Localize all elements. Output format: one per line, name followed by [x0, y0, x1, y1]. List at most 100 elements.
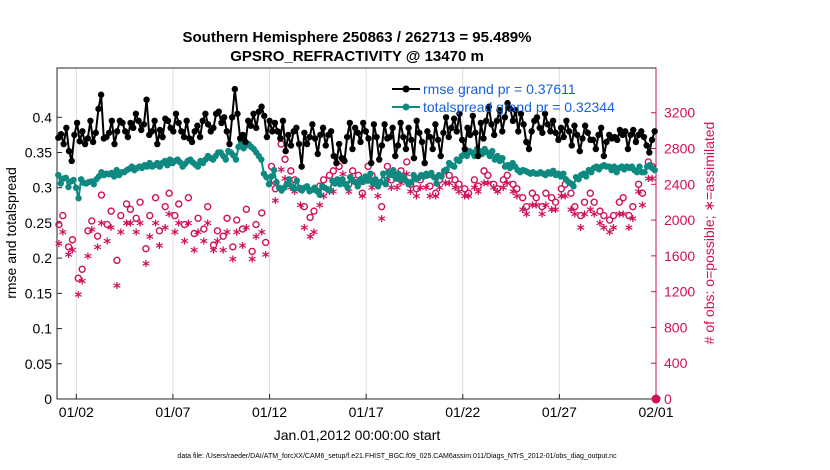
rmse-point: [389, 124, 396, 132]
rmse-point: [589, 136, 597, 144]
obs-assimilated-point: *: [393, 181, 401, 199]
obs-possible-point: [493, 185, 502, 193]
rmse-point: [472, 129, 479, 136]
totalspread-point: [456, 157, 463, 165]
rmse-point: [576, 147, 583, 155]
rmse-point: [255, 108, 263, 115]
obs-possible-point: [190, 229, 198, 238]
rmse-point: [196, 133, 204, 141]
obs-assimilated-point: *: [204, 217, 212, 235]
rmse-point: [76, 138, 83, 145]
rmse-point: [614, 136, 621, 144]
obs-assimilated-series: ****************************************…: [55, 163, 661, 404]
rmse-point: [448, 124, 455, 132]
rmse-point: [73, 119, 81, 127]
totalspread-point: [367, 170, 374, 177]
obs-possible-point: [306, 213, 314, 222]
obs-possible-point: [200, 225, 208, 233]
y2-axis-label: # of obs: o=possible; ∗=assimilated: [701, 122, 717, 345]
rmse-point: [400, 133, 407, 141]
obs-assimilated-point: *: [161, 221, 169, 239]
rmse-point: [571, 122, 578, 129]
rmse-point: [426, 133, 434, 141]
obs-possible-point: [248, 247, 256, 256]
obs-possible-point: [557, 185, 566, 193]
totalspread-point: [499, 154, 506, 162]
rmse-point: [557, 124, 565, 132]
totalspread-point: [62, 174, 70, 182]
obs-possible-point: [261, 238, 270, 247]
rmse-point: [282, 147, 289, 155]
rmse-point: [592, 145, 600, 153]
obs-assimilated-point: *: [571, 208, 579, 226]
rmse-point: [432, 121, 439, 128]
rmse-point: [247, 122, 255, 129]
obs-possible-point: [590, 198, 598, 206]
obs-assimilated-point: *: [310, 226, 318, 244]
rmse-point: [204, 121, 212, 128]
obs-assimilated-point: *: [557, 190, 565, 208]
rmse-point: [226, 140, 233, 148]
rmse-point: [488, 121, 495, 128]
obs-assimilated-point: *: [625, 221, 633, 239]
obs-possible-point: [204, 202, 212, 211]
rmse-point: [130, 124, 137, 132]
obs-possible-point: [503, 171, 511, 180]
rmse-point: [549, 117, 557, 125]
obs-assimilated-point: *: [126, 217, 134, 235]
obs-assimilated-point: *: [271, 194, 279, 212]
obs-possible-point: [518, 194, 527, 202]
obs-assimilated-point: *: [567, 203, 575, 221]
y2-tick-label: 3200: [664, 105, 695, 121]
totalspread-point: [263, 173, 270, 181]
rmse-point: [568, 142, 575, 149]
obs-assimilated-point: *: [152, 217, 160, 235]
rmse-point: [440, 129, 447, 136]
rmse-point: [563, 117, 570, 125]
rmse-point: [210, 124, 217, 132]
obs-possible-point: [194, 214, 202, 222]
obs-possible-point: [175, 200, 183, 208]
obs-assimilated-point: *: [480, 176, 488, 194]
legend-rmse-label: rmse grand pr = 0.37611: [423, 81, 576, 97]
obs-possible-point: [348, 167, 357, 175]
totalspread-point: [372, 176, 379, 183]
obs-assimilated-point: *: [455, 185, 463, 203]
obs-assimilated-point: *: [98, 217, 106, 235]
obs-assimilated-point: *: [416, 181, 424, 199]
y2-tick-label: 2000: [664, 212, 695, 228]
rmse-point: [560, 133, 567, 141]
obs-possible-point: [132, 214, 140, 222]
rmse-point: [362, 128, 370, 135]
rmse-point: [258, 103, 265, 110]
rmse-point: [322, 142, 329, 149]
obs-assimilated-point: *: [639, 199, 647, 217]
totalspread-point: [286, 176, 293, 183]
obs-assimilated-point: *: [494, 185, 502, 203]
totalspread-series: [55, 138, 658, 202]
totalspread-point: [451, 163, 458, 170]
obs-assimilated-point: *: [470, 181, 478, 199]
obs-assimilated-point: *: [252, 230, 260, 248]
rmse-point: [154, 140, 161, 148]
obs-assimilated-point: *: [146, 230, 154, 248]
obs-assimilated-point: *: [74, 288, 82, 306]
obs-assimilated-point: *: [528, 199, 536, 217]
totalspread-point: [395, 170, 402, 177]
x-tick-label: 01/07: [155, 404, 190, 420]
rmse-point: [477, 119, 485, 127]
rmse-point: [81, 140, 89, 148]
obs-assimilated-point: *: [426, 190, 434, 208]
obs-assimilated-point: *: [586, 203, 594, 221]
rmse-point: [301, 129, 308, 136]
rmse-point: [349, 145, 356, 153]
rmse-point: [499, 128, 506, 135]
obs-assimilated-point: *: [248, 252, 256, 270]
rmse-point: [442, 114, 450, 121]
obs-assimilated-point: *: [219, 243, 227, 261]
rmse-point: [418, 138, 426, 146]
totalspread-point: [633, 169, 641, 176]
obs-possible-point: [528, 189, 537, 197]
obs-possible-point: [509, 180, 517, 188]
rmse-point: [552, 129, 559, 136]
